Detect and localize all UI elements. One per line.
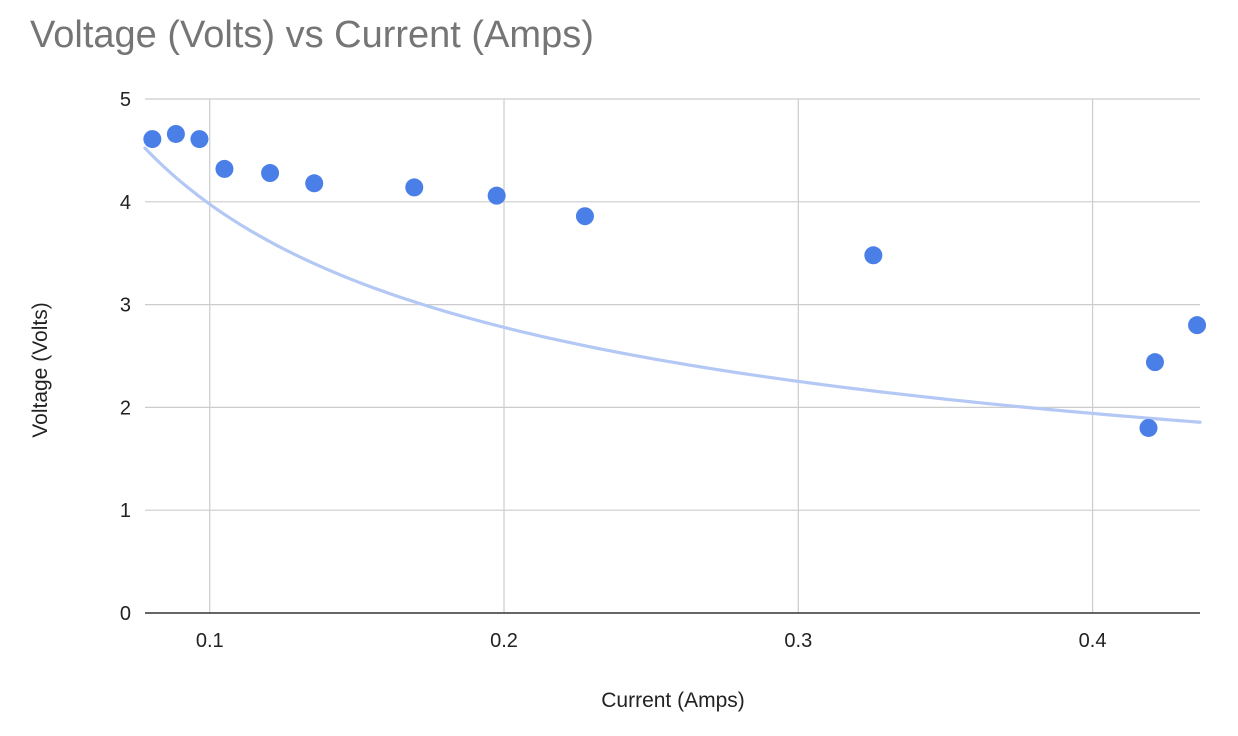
x-tick-label: 0.1	[196, 630, 224, 652]
grid-lines	[145, 98, 1200, 613]
data-point	[1139, 418, 1158, 437]
data-point	[261, 164, 280, 183]
y-tick-label: 5	[120, 89, 131, 111]
chart-title: Voltage (Volts) vs Current (Amps)	[30, 14, 594, 56]
trendline-layer	[143, 146, 1202, 424]
data-point	[190, 130, 209, 149]
trendline	[143, 146, 1202, 424]
x-axis-title: Current (Amps)	[601, 689, 745, 712]
data-point	[166, 124, 185, 143]
x-tick-label: 0.2	[490, 630, 518, 652]
data-points	[143, 124, 1207, 437]
data-point	[405, 178, 424, 197]
tick-labels: 0 1 2 3 4 5 0.1 0.2 0.3 0.4	[120, 89, 1107, 652]
y-tick-label: 2	[120, 397, 131, 419]
y-tick-label: 4	[120, 192, 131, 214]
y-tick-label: 3	[120, 295, 131, 317]
data-point	[487, 186, 506, 205]
data-point	[864, 246, 883, 265]
x-tick-label: 0.4	[1079, 630, 1107, 652]
x-tick-label: 0.3	[784, 630, 812, 652]
data-point	[1188, 316, 1207, 335]
data-point	[305, 174, 324, 193]
y-axis-title: Voltage (Volts)	[29, 302, 52, 437]
y-tick-label: 1	[120, 500, 131, 522]
data-point	[1145, 353, 1164, 372]
data-point	[215, 159, 234, 178]
y-tick-label: 0	[120, 603, 131, 625]
data-point	[575, 207, 594, 226]
data-point	[143, 130, 162, 149]
